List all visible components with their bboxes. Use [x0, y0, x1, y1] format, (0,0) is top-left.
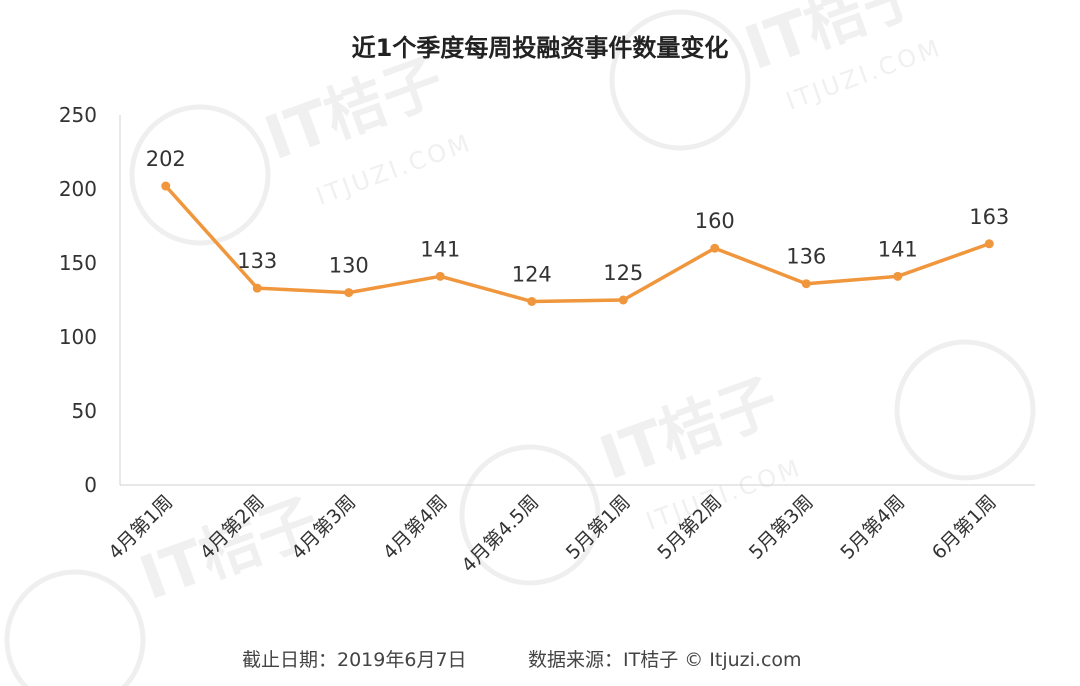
series-layer: 202 133 130 141 124 125 160 136 141 163: [146, 147, 1009, 306]
series-line: [164, 184, 990, 304]
data-point: [984, 239, 994, 249]
data-label: 141: [420, 237, 460, 261]
y-tick-label: 200: [59, 177, 97, 201]
x-tick-label: 6月第1周: [928, 491, 1001, 564]
data-label: 130: [329, 254, 369, 278]
y-tick-label: 250: [59, 103, 97, 127]
y-tick-label: 50: [72, 399, 97, 423]
data-point: [527, 296, 537, 306]
data-label: 133: [237, 249, 277, 273]
watermark-logo-icon: [129, 104, 271, 246]
watermark-logo-icon: [4, 569, 146, 686]
data-label: 125: [603, 261, 643, 285]
watermark-logo-icon: [459, 444, 601, 586]
x-tick-label: 4月第4周: [379, 491, 452, 564]
y-tick-label: 100: [59, 325, 97, 349]
data-label: 136: [786, 245, 826, 269]
y-axis: 0 50 100 150 200 250: [59, 103, 121, 497]
data-point: [893, 271, 903, 281]
data-label: 124: [512, 262, 552, 286]
data-label: 163: [969, 205, 1009, 229]
data-point: [344, 288, 354, 298]
data-label: 202: [146, 147, 186, 171]
data-point: [252, 283, 262, 293]
watermark-logo-icon: [609, 9, 751, 151]
footer-source: 数据来源：IT桔子 © Itjuzi.com: [528, 649, 802, 671]
chart-title: 近1个季度每周投融资事件数量变化: [352, 34, 729, 62]
watermark-logo-icon: [894, 339, 1036, 481]
data-label: 141: [878, 237, 918, 261]
y-tick-label: 150: [59, 251, 97, 275]
data-point: [161, 181, 171, 191]
data-label: 160: [695, 209, 735, 233]
x-tick-label: 5月第4周: [836, 491, 909, 564]
data-point: [801, 279, 811, 289]
data-point: [435, 271, 445, 281]
x-tick-label: 4月第4.5周: [458, 491, 544, 577]
y-tick-label: 0: [84, 473, 97, 497]
data-point: [710, 243, 720, 253]
footer-date: 截止日期：2019年6月7日: [242, 649, 467, 671]
x-tick-label: 5月第3周: [745, 491, 818, 564]
data-point: [618, 295, 628, 305]
watermark: IT桔子 ITJUZI.COM IT桔子 ITJUZI.COM IT桔子 ITJ…: [4, 0, 1036, 686]
